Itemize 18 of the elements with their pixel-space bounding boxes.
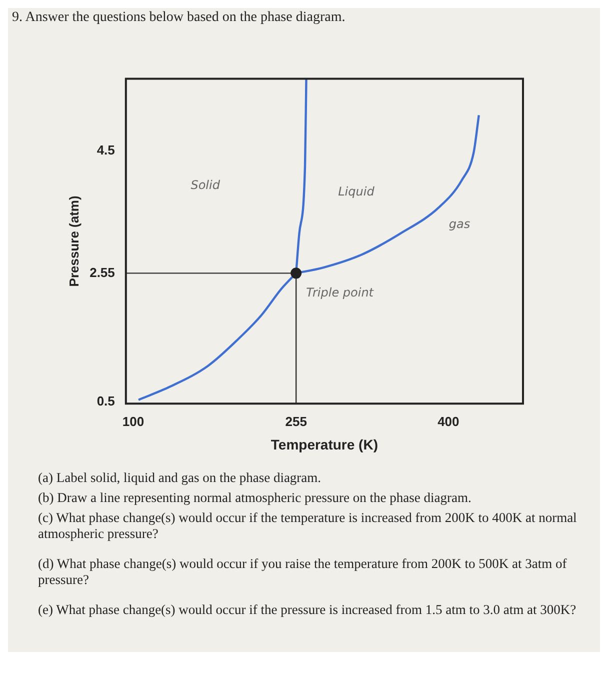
x-tick-label: 400 — [438, 414, 460, 429]
annotation: Liquid — [338, 184, 375, 199]
chart-title: 9. Answer the questions below based on the phase diagram. — [11, 9, 346, 27]
text: (e) What phase change(s) would occur if the pressure is increased from 1.5 atm to 3.0 atm at 300K? — [38, 602, 578, 618]
text: (c) What phase change(s) would occur if the temperature is increased from 200K to 400K at normal atmospheric pressure? — [38, 510, 578, 542]
x-tick-label: 100 — [122, 414, 144, 429]
y-tick-label: 0.5 — [96, 393, 115, 408]
x-tick-label: 255 — [285, 414, 307, 429]
y-tick-label: 2.55 — [90, 264, 115, 280]
text: (d) What phase change(s) would occur if you raise the temperature from 200K to 500K at 3atm of pressure? — [38, 556, 568, 588]
x-axis-title: Temperature (K) — [270, 436, 378, 452]
annotation: Triple point — [306, 285, 375, 300]
text: (b) Draw a line representing normal atmospheric pressure on the phase diagram. — [38, 490, 472, 506]
annotation: Solid — [190, 178, 220, 192]
y-axis-title: Pressure (atm) — [66, 196, 82, 287]
annotation: gas — [448, 217, 470, 232]
text: (a) Label solid, liquid and gas on the phase diagram. — [38, 470, 322, 486]
y-tick-label: 4.5 — [96, 142, 115, 158]
